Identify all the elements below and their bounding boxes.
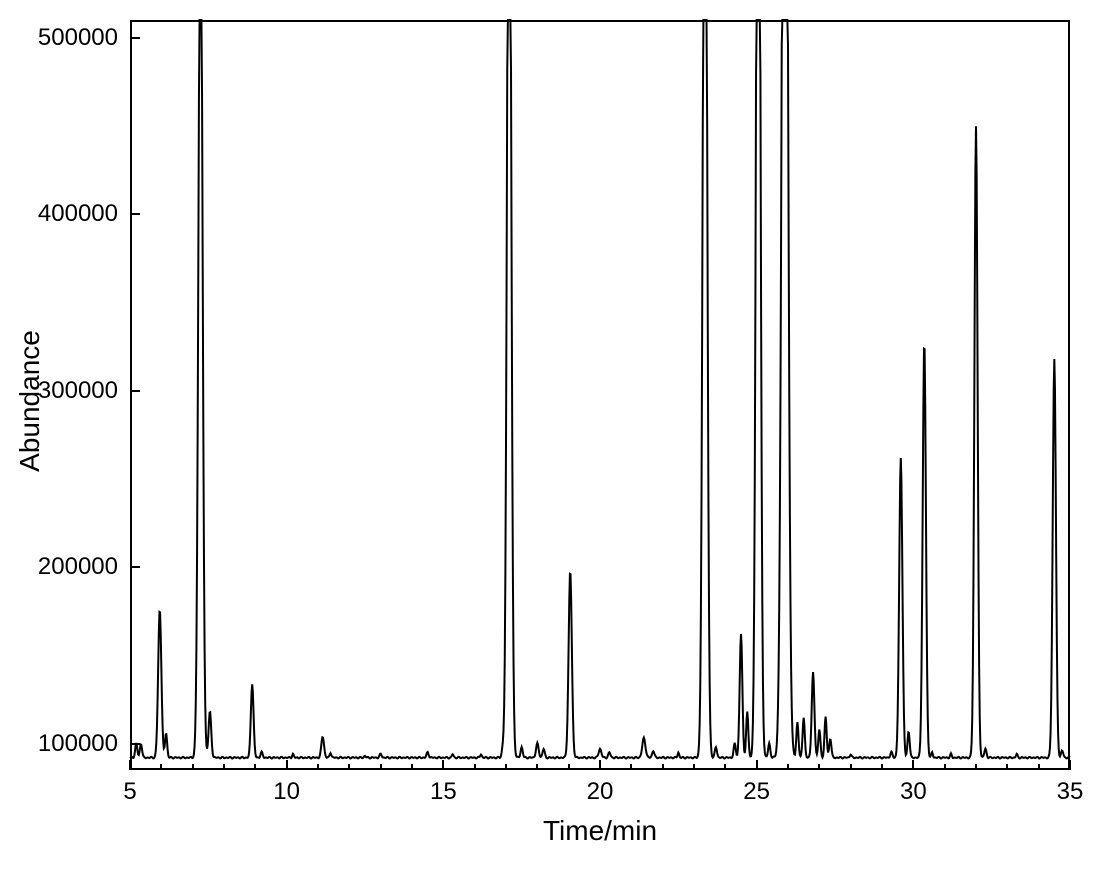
x-minor-tick [850,764,852,770]
x-minor-tick [380,764,382,770]
x-tick-label: 30 [883,778,943,806]
x-minor-tick [1038,764,1040,770]
x-tick [756,760,758,770]
x-tick [129,760,131,770]
x-tick [599,760,601,770]
y-tick-label: 200000 [0,553,118,581]
y-tick [130,390,140,392]
x-minor-tick [317,764,319,770]
y-tick-label: 500000 [0,24,118,52]
x-minor-tick [881,764,883,770]
x-minor-tick [192,764,194,770]
x-tick-label: 20 [570,778,630,806]
x-minor-tick [1006,764,1008,770]
x-axis-label: Time/min [520,815,680,847]
x-minor-tick [787,764,789,770]
x-minor-tick [693,764,695,770]
chromatogram-svg [0,0,1094,872]
y-tick-label: 400000 [0,200,118,228]
x-minor-tick [160,764,162,770]
x-minor-tick [975,764,977,770]
x-minor-tick [474,764,476,770]
x-tick [1069,760,1071,770]
x-minor-tick [254,764,256,770]
x-minor-tick [662,764,664,770]
x-minor-tick [818,764,820,770]
y-tick-label: 300000 [0,377,118,405]
x-tick [442,760,444,770]
x-minor-tick [505,764,507,770]
x-tick-label: 10 [257,778,317,806]
x-minor-tick [223,764,225,770]
x-minor-tick [411,764,413,770]
y-tick [130,566,140,568]
chromatogram-trace [130,20,1070,759]
x-minor-tick [568,764,570,770]
y-tick-label: 100000 [0,730,118,758]
x-tick [912,760,914,770]
x-tick-label: 15 [413,778,473,806]
chromatogram-chart: Abundance Time/min 100000200000300000400… [0,0,1094,872]
x-minor-tick [536,764,538,770]
x-minor-tick [630,764,632,770]
y-tick [130,743,140,745]
x-minor-tick [944,764,946,770]
y-tick [130,213,140,215]
x-tick-label: 35 [1040,778,1094,806]
x-tick [286,760,288,770]
y-tick [130,37,140,39]
x-tick-label: 5 [100,778,160,806]
x-minor-tick [348,764,350,770]
x-minor-tick [724,764,726,770]
x-tick-label: 25 [727,778,787,806]
